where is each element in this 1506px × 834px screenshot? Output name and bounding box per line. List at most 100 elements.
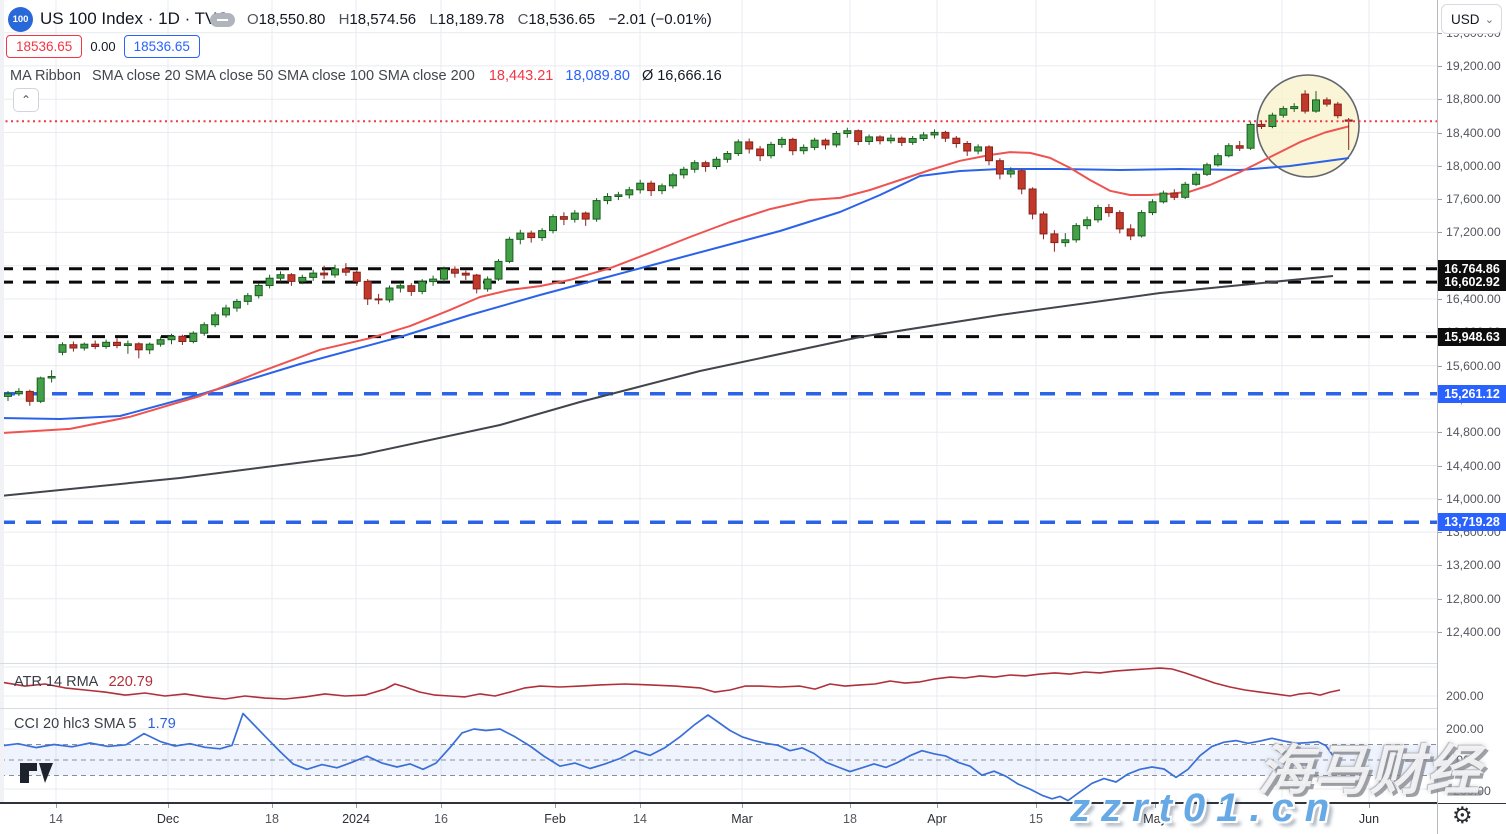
axis-tick-mark bbox=[1438, 432, 1442, 434]
indicator-params: SMA close 20 SMA close 50 SMA close 100 … bbox=[91, 68, 475, 84]
atr-label-text: ATR 14 RMA bbox=[14, 674, 98, 690]
price-axis-border bbox=[1437, 0, 1438, 834]
tradingview-logo[interactable] bbox=[20, 762, 56, 789]
low-label: L bbox=[429, 11, 438, 28]
cci-axis-label[interactable]: −200.00 bbox=[1446, 784, 1491, 798]
axis-tick-mark bbox=[850, 804, 851, 808]
pane-separator-main-atr[interactable] bbox=[0, 663, 1506, 664]
close-value: 18,536.65 bbox=[528, 11, 596, 28]
axis-tick-mark bbox=[1036, 804, 1037, 808]
left-margin-strip bbox=[0, 0, 4, 803]
price-tick-label[interactable]: 18,800.00 bbox=[1446, 92, 1501, 107]
time-tick-label[interactable]: Dec bbox=[156, 812, 180, 826]
time-tick-label[interactable]: 14 bbox=[633, 812, 647, 826]
cci-value: 1.79 bbox=[147, 716, 176, 732]
high-label: H bbox=[338, 11, 350, 28]
axis-tick-mark bbox=[441, 804, 442, 808]
hide-indicator-icon[interactable] bbox=[210, 13, 235, 27]
time-tick-label[interactable]: 2024 bbox=[342, 812, 370, 826]
symbol-logo-badge: 100 bbox=[8, 7, 33, 32]
time-tick-label[interactable]: 14 bbox=[49, 812, 63, 826]
axis-tick-mark bbox=[1438, 498, 1442, 500]
axis-tick-mark bbox=[1155, 804, 1156, 808]
atr-axis-label[interactable]: 200.00 bbox=[1446, 689, 1484, 703]
axis-tick-mark bbox=[1438, 299, 1442, 300]
price-level-label[interactable]: 15,261.12 bbox=[1438, 384, 1506, 403]
ma-ribbon-legend[interactable]: MA Ribbon SMA close 20 SMA close 50 SMA … bbox=[10, 68, 722, 84]
price-tick-label[interactable]: 19,200.00 bbox=[1446, 58, 1501, 73]
buy-button[interactable]: 18536.65 bbox=[123, 34, 200, 58]
price-axis[interactable]: 19,600.0019,200.0018,800.0018,400.0018,0… bbox=[1438, 0, 1506, 803]
cci-line bbox=[0, 712, 1335, 802]
time-tick-label[interactable]: Jun bbox=[1358, 812, 1380, 826]
axis-tick-mark bbox=[555, 804, 556, 808]
axis-tick-mark bbox=[1438, 598, 1442, 600]
price-tick-label[interactable]: 13,200.00 bbox=[1446, 558, 1501, 573]
axis-tick-mark bbox=[1438, 632, 1442, 633]
sell-button[interactable]: 18536.65 bbox=[6, 34, 83, 58]
price-tick-label[interactable]: 14,400.00 bbox=[1446, 458, 1501, 473]
symbol-title[interactable]: US 100 Index · 1D · TVC bbox=[40, 9, 229, 28]
atr-value: 220.79 bbox=[108, 674, 153, 690]
collapse-legend-button[interactable]: ⌃ bbox=[13, 88, 39, 112]
cci-indicator-legend[interactable]: CCI 20 hlc3 SMA 5 1.79 bbox=[14, 716, 176, 732]
time-axis[interactable]: 14 Dec 18 2024 16 Feb 14 Mar 18 Apr 15 May 20 Jun bbox=[0, 804, 1506, 834]
price-tick-label[interactable]: 15,600.00 bbox=[1446, 358, 1501, 373]
price-tick-label[interactable]: 18,400.00 bbox=[1446, 125, 1501, 140]
time-tick-label[interactable]: 15 bbox=[1029, 812, 1043, 826]
axis-tick-mark bbox=[1438, 32, 1442, 34]
price-tick-label[interactable]: 12,400.00 bbox=[1446, 625, 1501, 639]
pane-separator-atr-cci[interactable] bbox=[0, 708, 1506, 709]
low-value: 18,189.78 bbox=[437, 11, 505, 28]
high-value: 18,574.56 bbox=[349, 11, 417, 28]
axis-tick-mark bbox=[937, 804, 938, 808]
price-level-label[interactable]: 16,602.92 bbox=[1438, 273, 1506, 292]
time-tick-label[interactable]: Mar bbox=[731, 812, 753, 826]
cci-axis-label[interactable]: 200.00 bbox=[1446, 722, 1484, 736]
time-tick-label[interactable]: 18 bbox=[843, 812, 857, 826]
ma-value-blue: 18,089.80 bbox=[565, 68, 630, 84]
atr-indicator-legend[interactable]: ATR 14 RMA 220.79 bbox=[14, 674, 153, 690]
time-tick-label[interactable]: 20 bbox=[1275, 812, 1289, 826]
price-tick-label[interactable]: 18,000.00 bbox=[1446, 158, 1501, 173]
time-tick-label[interactable]: Apr bbox=[927, 812, 947, 826]
time-tick-label[interactable]: May bbox=[1143, 812, 1167, 826]
price-tick-label[interactable]: 14,800.00 bbox=[1446, 425, 1501, 440]
indicator-name: MA Ribbon bbox=[10, 68, 81, 84]
atr-line bbox=[0, 667, 1341, 700]
price-tick-label[interactable]: 14,000.00 bbox=[1446, 491, 1501, 506]
price-chart-canvas[interactable] bbox=[0, 0, 1437, 803]
close-label: C bbox=[517, 11, 529, 28]
instant-trading-widget: 18536.65 0.00 18536.65 bbox=[6, 34, 200, 58]
time-tick-label[interactable]: 16 bbox=[434, 812, 448, 826]
cci-label-text: CCI 20 hlc3 SMA 5 bbox=[14, 716, 137, 732]
axis-tick-mark bbox=[742, 804, 743, 808]
price-level-label[interactable]: 13,719.28 bbox=[1438, 513, 1506, 532]
ma-value-average: Ø 16,666.16 bbox=[641, 68, 722, 84]
axis-tick-mark bbox=[1438, 99, 1442, 101]
price-tick-label[interactable]: 17,200.00 bbox=[1446, 225, 1501, 240]
axis-tick-mark bbox=[1438, 365, 1442, 367]
spread-value: 0.00 bbox=[90, 38, 116, 54]
price-level-label[interactable]: 15,948.63 bbox=[1438, 327, 1506, 346]
currency-dropdown[interactable]: USD ⌄ bbox=[1441, 4, 1502, 34]
time-axis-border bbox=[0, 802, 1506, 804]
axis-tick-mark bbox=[1438, 232, 1442, 234]
axis-tick-mark bbox=[1438, 165, 1442, 167]
open-label: O bbox=[247, 11, 259, 28]
axis-tick-mark bbox=[1438, 65, 1442, 67]
candlestick-series bbox=[4, 90, 1353, 406]
gear-icon[interactable]: ⚙ bbox=[1452, 802, 1473, 828]
axis-tick-mark bbox=[1369, 804, 1370, 808]
cci-axis-label[interactable]: 0.00 bbox=[1446, 753, 1470, 767]
time-tick-label[interactable]: Feb bbox=[544, 812, 566, 826]
price-tick-label[interactable]: 17,600.00 bbox=[1446, 192, 1501, 207]
ohlc-readout: O18,550.80 H18,574.56 L18,189.78 C18,536… bbox=[247, 11, 712, 28]
price-tick-label[interactable]: 12,800.00 bbox=[1446, 591, 1501, 606]
chevron-up-icon: ⌃ bbox=[20, 93, 32, 107]
time-tick-label[interactable]: 18 bbox=[265, 812, 279, 826]
axis-tick-mark bbox=[1438, 565, 1442, 567]
sma-100-line bbox=[0, 157, 1350, 420]
price-tick-label[interactable]: 16,400.00 bbox=[1446, 292, 1501, 306]
